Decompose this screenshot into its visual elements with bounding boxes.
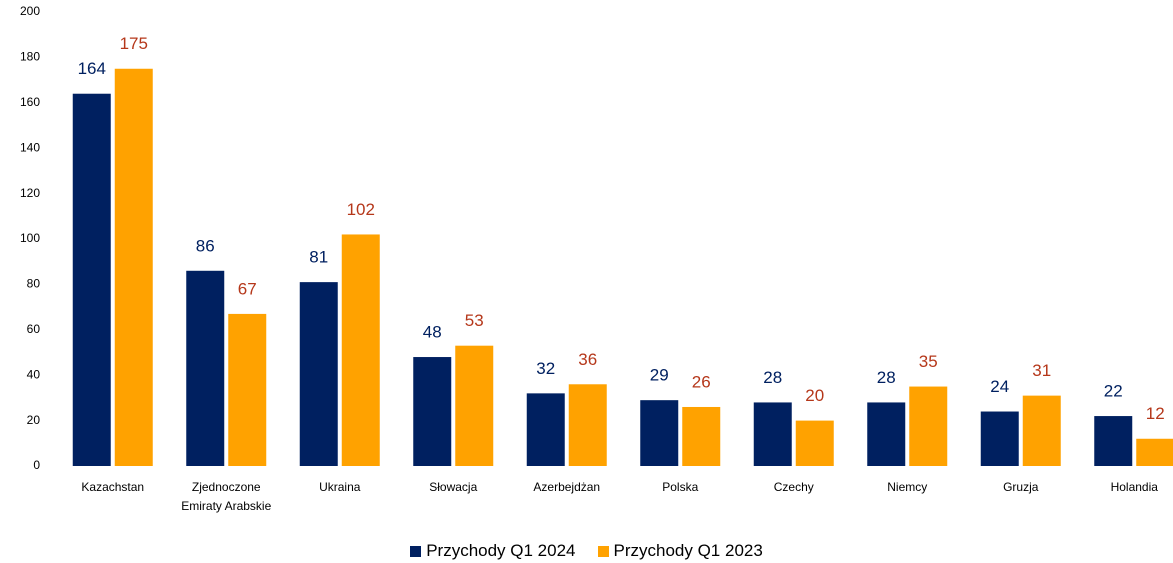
x-tick-label: Holandia xyxy=(1110,480,1158,494)
y-tick-label: 180 xyxy=(20,50,40,64)
legend-swatch xyxy=(410,545,422,557)
bar xyxy=(980,411,1019,466)
x-tick-label: Azerbejdżan xyxy=(533,480,601,494)
bar xyxy=(640,400,679,466)
y-tick-label: 120 xyxy=(20,186,40,200)
bar xyxy=(186,270,225,466)
x-tick-label: Niemcy xyxy=(887,480,928,494)
legend-label: Przychody Q1 2024 xyxy=(426,541,576,560)
y-tick-label: 160 xyxy=(20,95,40,109)
x-tick-label: Polska xyxy=(662,480,699,494)
bar xyxy=(526,393,565,466)
legend-item: Przychody Q1 2024 xyxy=(410,541,576,561)
y-tick-label: 200 xyxy=(20,4,40,18)
data-label: 81 xyxy=(309,248,328,267)
x-tick-label: Ukraina xyxy=(319,480,361,494)
data-label: 31 xyxy=(1032,361,1051,380)
bar xyxy=(1136,438,1173,466)
bar xyxy=(568,384,607,466)
data-label: 48 xyxy=(423,323,442,342)
legend-label: Przychody Q1 2023 xyxy=(613,541,763,560)
y-tick-label: 140 xyxy=(20,140,40,154)
data-label: 24 xyxy=(990,377,1009,396)
bar xyxy=(867,402,906,466)
data-label: 164 xyxy=(78,59,106,78)
bar xyxy=(341,234,380,466)
x-tick-label: Czechy xyxy=(773,480,814,494)
data-label: 28 xyxy=(763,368,782,387)
y-tick-label: 0 xyxy=(33,458,40,472)
x-tick-label: Kazachstan xyxy=(81,480,145,494)
data-label: 20 xyxy=(805,386,824,405)
legend: Przychody Q1 2024 Przychody Q1 2023 xyxy=(0,541,1173,561)
x-tick-label: Gruzja xyxy=(1003,480,1039,494)
bar xyxy=(413,357,452,466)
bar xyxy=(1022,395,1061,466)
data-label: 67 xyxy=(238,279,257,298)
y-tick-label: 80 xyxy=(27,277,41,291)
data-label: 29 xyxy=(650,366,669,385)
data-label: 102 xyxy=(347,200,375,219)
data-label: 36 xyxy=(578,350,597,369)
bar xyxy=(228,313,267,466)
bar xyxy=(455,345,494,466)
y-tick-label: 40 xyxy=(27,367,41,381)
y-tick-label: 100 xyxy=(20,231,40,245)
legend-item: Przychody Q1 2023 xyxy=(597,541,763,561)
data-label: 28 xyxy=(877,368,896,387)
data-label: 175 xyxy=(120,34,148,53)
bar xyxy=(909,386,948,466)
data-label: 35 xyxy=(919,352,938,371)
data-label: 22 xyxy=(1104,382,1123,401)
data-label: 26 xyxy=(692,372,711,391)
data-label: 86 xyxy=(196,236,215,255)
bar xyxy=(795,420,834,466)
x-tick-label: Zjednoczone Emiraty Arabskie xyxy=(181,480,272,513)
bar xyxy=(1094,416,1133,466)
x-tick-label: Słowacja xyxy=(429,480,478,494)
bar xyxy=(72,93,111,466)
bar xyxy=(682,406,721,466)
data-label: 32 xyxy=(536,359,555,378)
data-label: 53 xyxy=(465,311,484,330)
bar xyxy=(299,282,338,466)
bar xyxy=(114,68,153,466)
bar xyxy=(753,402,792,466)
data-label: 12 xyxy=(1146,404,1165,423)
legend-swatch xyxy=(597,545,609,557)
y-tick-label: 60 xyxy=(27,322,41,336)
y-tick-label: 20 xyxy=(27,413,41,427)
